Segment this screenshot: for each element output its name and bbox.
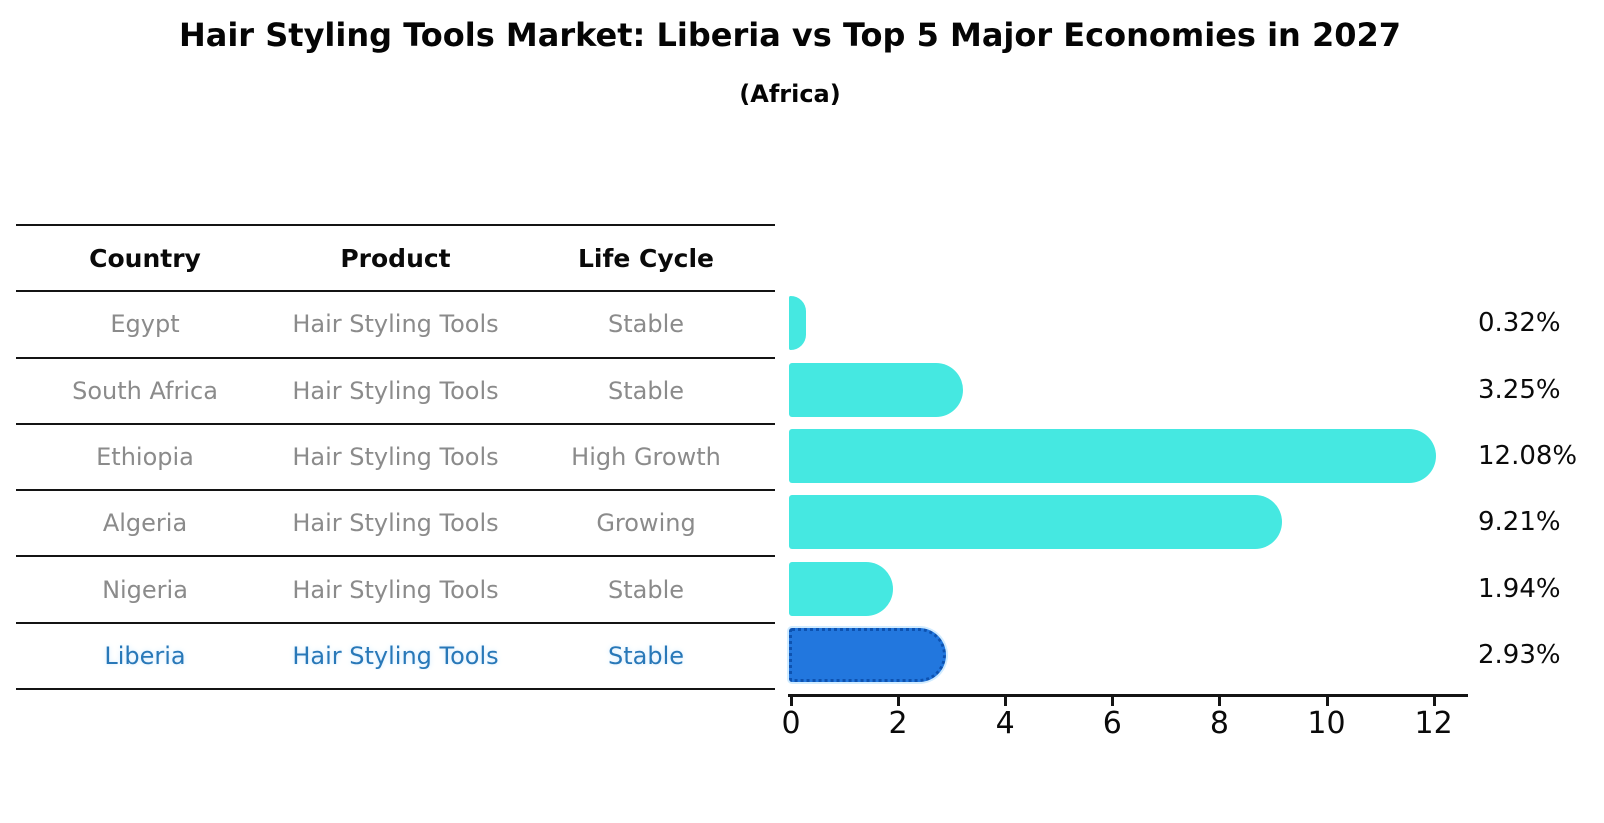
x-tick-label: 2 (888, 706, 908, 741)
product-cell: Hair Styling Tools (292, 376, 499, 405)
x-tick (790, 697, 793, 706)
product-cell: Hair Styling Tools (292, 310, 499, 339)
page-subtitle: (Africa) (739, 80, 841, 108)
x-axis-line (788, 694, 1468, 697)
value-label: 1.94% (1478, 573, 1561, 604)
page-title: Hair Styling Tools Market: Liberia vs To… (178, 16, 1402, 54)
product-cell: Hair Styling Tools (292, 641, 499, 670)
x-tick (1111, 697, 1115, 706)
country-cell: Liberia (104, 641, 186, 670)
bar-ethiopia (789, 428, 1436, 483)
header-cell-product: Product (340, 243, 451, 273)
value-label: 12.08% (1478, 440, 1578, 471)
product-cell: Hair Styling Tools (292, 509, 499, 538)
table-row-ethiopia: Ethiopia Hair Styling Tools High Growth (16, 425, 775, 492)
x-tick-label: 0 (781, 706, 801, 741)
comparison-table: Country Product Life Cycle Egypt Hair St… (16, 224, 775, 691)
life-cycle-cell: Stable (607, 575, 685, 604)
life-cycle-cell: High Growth (571, 443, 721, 472)
bar-south-africa (789, 362, 964, 417)
country-cell: Egypt (110, 310, 180, 339)
bar-liberia (789, 627, 946, 682)
bar-egypt (789, 296, 807, 351)
x-tick-label: 12 (1414, 706, 1453, 741)
table-row-south-africa: South Africa Hair Styling Tools Stable (16, 359, 775, 425)
country-cell: Nigeria (102, 575, 188, 604)
table-row-liberia: Liberia Hair Styling Tools Stable (16, 624, 775, 691)
x-tick (1218, 697, 1222, 706)
value-label: 2.93% (1478, 639, 1561, 670)
life-cycle-cell: Stable (607, 641, 685, 670)
product-cell: Hair Styling Tools (292, 575, 499, 604)
x-tick-label: 6 (1102, 706, 1122, 741)
table-row-nigeria: Nigeria Hair Styling Tools Stable (16, 557, 775, 624)
table-header-row: Country Product Life Cycle (16, 226, 775, 293)
table-row-algeria: Algeria Hair Styling Tools Growing (16, 491, 775, 558)
header-cell-country: Country (89, 243, 201, 273)
bar-algeria (789, 495, 1283, 550)
x-tick (897, 697, 901, 706)
bar-nigeria (789, 561, 893, 616)
life-cycle-cell: Stable (607, 310, 685, 339)
header-cell-life-cycle: Life Cycle (577, 243, 715, 273)
country-cell: Ethiopia (96, 443, 194, 472)
x-tick-label: 4 (995, 706, 1015, 741)
x-tick-label: 10 (1307, 706, 1346, 741)
country-cell: South Africa (72, 376, 218, 405)
x-tick-label: 8 (1209, 706, 1229, 741)
value-label: 9.21% (1478, 507, 1561, 538)
x-tick (1004, 697, 1008, 706)
value-label: 3.25% (1478, 374, 1561, 405)
country-cell: Algeria (102, 509, 188, 538)
life-cycle-cell: Stable (607, 376, 685, 405)
life-cycle-cell: Growing (596, 509, 696, 538)
value-label: 0.32% (1478, 308, 1561, 339)
product-cell: Hair Styling Tools (292, 443, 499, 472)
table-row-egypt: Egypt Hair Styling Tools Stable (16, 292, 775, 359)
x-tick (1325, 697, 1329, 706)
x-tick (1432, 697, 1436, 706)
